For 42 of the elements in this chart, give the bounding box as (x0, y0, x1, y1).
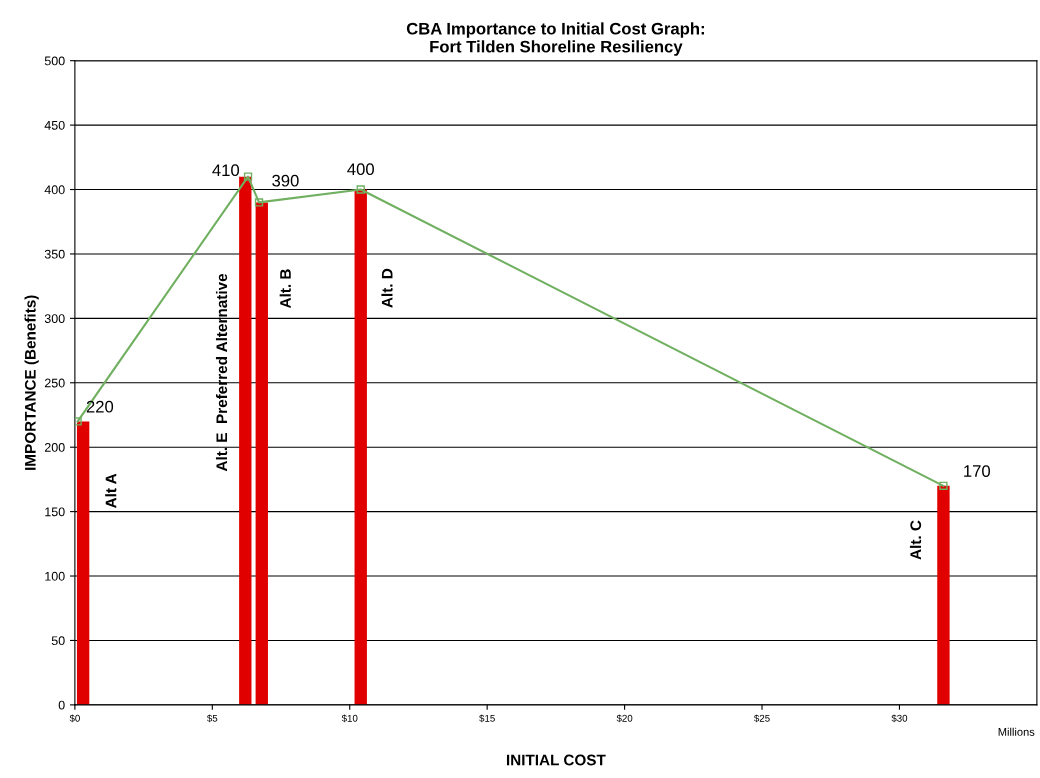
point (356, 185, 365, 194)
bar (937, 485, 950, 705)
y-tick-label: 50 (51, 636, 65, 646)
data-label: 400 (347, 163, 374, 176)
data-label: 170 (964, 465, 991, 477)
y-tick-label: 500 (44, 56, 65, 66)
y-tick-label: 350 (44, 249, 65, 259)
bar (239, 176, 252, 705)
data-label: 410 (212, 164, 240, 177)
y-axis-title: IMPORTANCE (Benefits) (24, 295, 39, 470)
text: Millions (998, 727, 1035, 736)
x-axis-title: INITIAL COST (506, 754, 606, 766)
annotation: Alt. E Preferred Alternative (215, 273, 228, 472)
y-tick-label: 300 (44, 314, 65, 324)
point (939, 481, 948, 491)
y-tick-label: 150 (45, 507, 65, 517)
point (74, 417, 82, 426)
y-tick-label: 200 (44, 443, 65, 452)
point (243, 172, 253, 181)
annotation: Alt. D (381, 268, 393, 308)
x-tick-label: $30 (891, 714, 908, 723)
x-tick-label: $10 (341, 714, 358, 723)
x-tick-label: $15 (479, 714, 495, 723)
annotation: Alt. B (279, 269, 291, 309)
bar (354, 189, 367, 705)
x-tick-label: $25 (754, 714, 770, 723)
chart-title: CBA Importance to Initial Cost Graph: Fort Tilden Shoreline Resiliency (406, 22, 704, 56)
annotation: Alt A (105, 473, 117, 509)
y-tick-label: 450 (44, 120, 65, 130)
y-tick-label: 400 (44, 185, 65, 195)
annotation: Alt. C (909, 520, 922, 560)
y-tick-label: 0 (58, 700, 65, 710)
bar (255, 202, 268, 705)
x-tick-label: $20 (616, 714, 633, 723)
bar (76, 421, 90, 705)
data-label: 390 (272, 174, 299, 187)
data-label: 220 (86, 400, 114, 413)
y-tick-label: 100 (45, 571, 65, 581)
x-tick-label: $5 (207, 714, 218, 723)
y-tick-label: 250 (44, 378, 65, 388)
point (254, 198, 264, 207)
x-tick-label: $0 (69, 714, 80, 723)
